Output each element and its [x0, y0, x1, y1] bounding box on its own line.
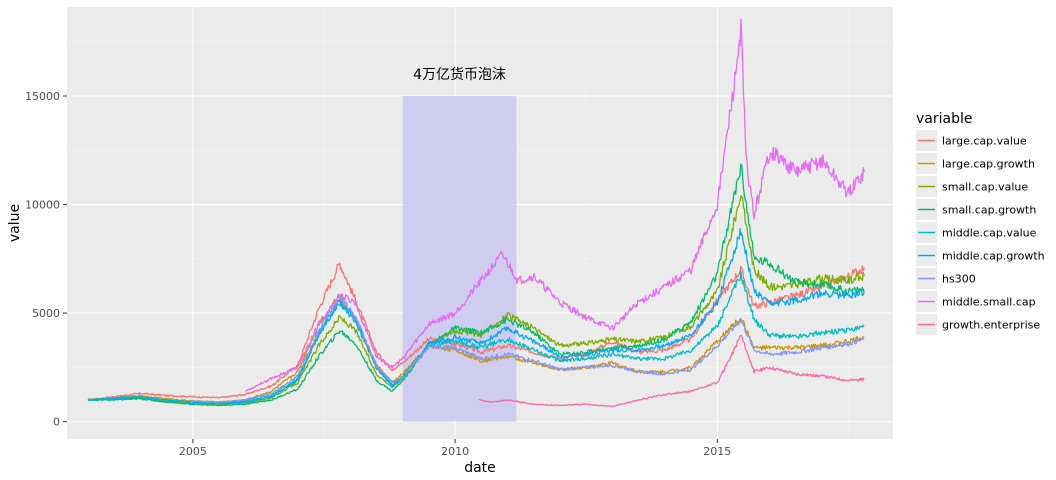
- legend-label: large.cap.value: [942, 135, 1027, 148]
- legend-label: large.cap.growth: [942, 158, 1035, 171]
- legend-item: hs300: [916, 268, 976, 289]
- legend-title: variable: [916, 111, 972, 127]
- legend-label: middle.cap.growth: [942, 250, 1045, 263]
- x-tick-label: 2010: [441, 445, 469, 458]
- legend-item: middle.cap.value: [916, 222, 1037, 243]
- legend-item: small.cap.growth: [916, 199, 1036, 220]
- x-axis-title: date: [464, 460, 496, 476]
- y-tick-label: 5000: [32, 307, 60, 320]
- x-tick-label: 2015: [703, 445, 731, 458]
- legend-item: growth.enterprise: [916, 314, 1040, 335]
- series-line-small-cap-growth: [87, 163, 865, 407]
- legend-item: large.cap.growth: [916, 153, 1035, 174]
- legend-label: middle.cap.value: [942, 227, 1037, 240]
- series-lines: [87, 18, 865, 408]
- x-axis-ticks: 2005 2010 2015: [179, 439, 731, 458]
- series-line-middle-small-cap: [245, 18, 865, 392]
- x-tick-label: 2005: [179, 445, 207, 458]
- legend-items: large.cap.value large.cap.growth small.cap…: [916, 130, 1045, 335]
- series-line-middle-cap-growth: [87, 228, 865, 405]
- legend-label: growth.enterprise: [942, 319, 1040, 332]
- legend: variable large.cap.value large.cap.growth…: [916, 111, 1045, 335]
- y-axis-title: value: [7, 204, 23, 242]
- series-line-growth-enterprise: [478, 334, 865, 408]
- legend-item: small.cap.value: [916, 176, 1028, 197]
- legend-label: small.cap.growth: [942, 204, 1036, 217]
- annotation-band: [402, 96, 517, 422]
- bubble-annotation: 4万亿货币泡沫: [402, 66, 517, 422]
- y-tick-label: 10000: [25, 199, 60, 212]
- legend-label: hs300: [942, 273, 976, 286]
- y-tick-label: 15000: [25, 90, 60, 103]
- legend-item: large.cap.value: [916, 130, 1027, 151]
- y-tick-label: 0: [53, 416, 60, 429]
- legend-item: middle.small.cap: [916, 291, 1036, 312]
- series-line-hs300: [192, 293, 865, 404]
- legend-item: middle.cap.growth: [916, 245, 1045, 266]
- legend-label: small.cap.value: [942, 181, 1028, 194]
- annotation-label: 4万亿货币泡沫: [413, 66, 506, 83]
- legend-label: middle.small.cap: [942, 296, 1036, 309]
- y-axis-ticks: 0 5000 10000 15000: [25, 90, 67, 429]
